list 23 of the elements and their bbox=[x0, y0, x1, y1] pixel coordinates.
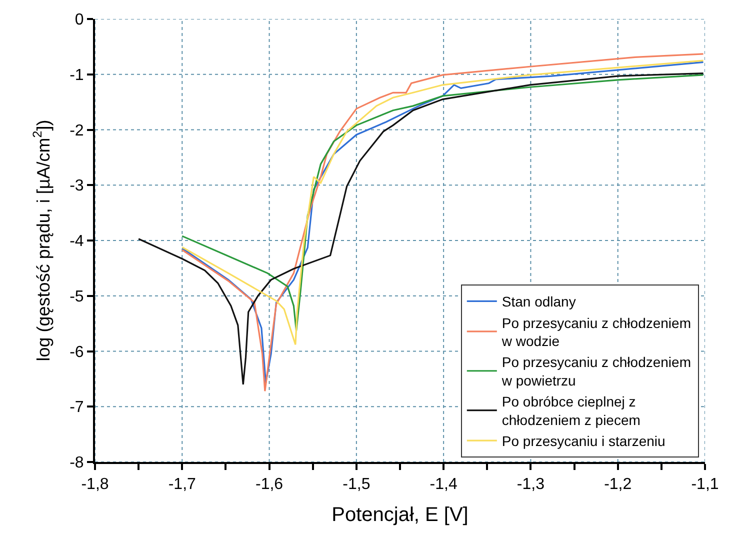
y-tick-label: -5 bbox=[70, 288, 84, 306]
x-tick-label: -1,5 bbox=[342, 476, 370, 494]
legend-label: Po przesycaniu z chłodzeniem w powietrzu bbox=[500, 354, 692, 388]
x-tick-label: -1,3 bbox=[516, 476, 545, 494]
x-tick-label: -1,4 bbox=[430, 476, 458, 494]
y-tick-label: -3 bbox=[70, 178, 84, 195]
x-axis-title: Potencjał, E [V] bbox=[332, 504, 468, 526]
x-tick-label: -1,8 bbox=[81, 476, 109, 494]
y-tick-label: -1 bbox=[70, 66, 84, 84]
y-tick-label: -6 bbox=[70, 344, 84, 361]
y-tick-label: -8 bbox=[70, 454, 84, 472]
x-tick-label: -1,2 bbox=[604, 476, 632, 494]
legend-label: Po obróbce cieplnej z chłodzeniem z piecem bbox=[502, 394, 640, 428]
legend-label: Stan odlany bbox=[502, 294, 576, 310]
x-tick-label: -1,7 bbox=[168, 476, 196, 494]
y-tick-label: -7 bbox=[70, 399, 84, 416]
legend-label: Po przesycaniu z chłodzeniem w wodzie bbox=[500, 314, 692, 350]
legend-label: Po przesycaniu i starzeniu bbox=[502, 433, 666, 450]
y-tick-label: -4 bbox=[70, 233, 84, 250]
y-tick-label: 0 bbox=[74, 12, 84, 29]
y-tick-label: -2 bbox=[70, 122, 84, 140]
x-tick-label: -1,6 bbox=[256, 476, 284, 494]
x-tick-label: -1,1 bbox=[691, 476, 719, 494]
